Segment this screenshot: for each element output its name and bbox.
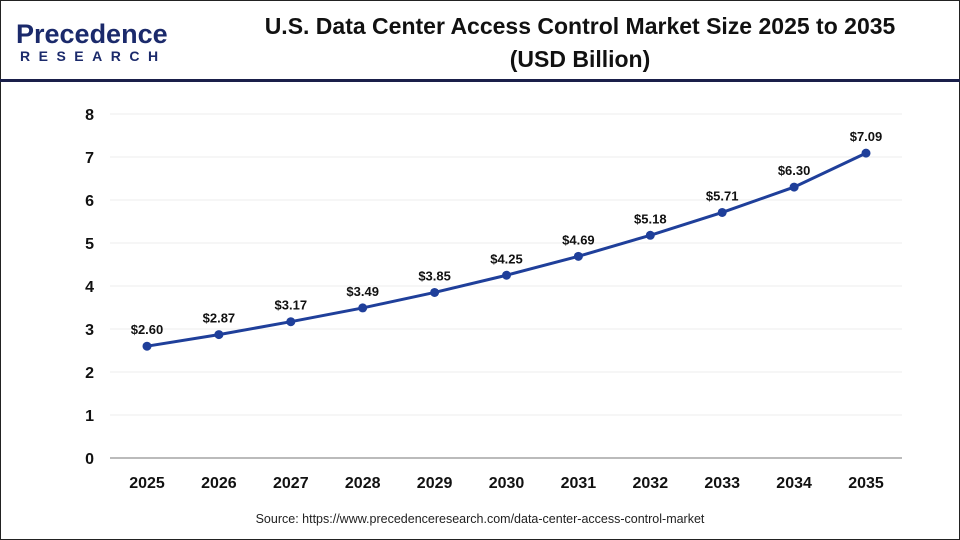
data-point xyxy=(645,230,655,240)
x-tick-label: 2031 xyxy=(561,475,597,492)
y-tick-label: 0 xyxy=(85,451,94,468)
data-label: $2.60 xyxy=(131,322,164,337)
title-line-1: U.S. Data Center Access Control Market S… xyxy=(264,13,896,39)
data-label: $4.25 xyxy=(490,251,523,266)
data-point xyxy=(502,270,511,280)
data-point xyxy=(430,287,440,297)
data-label: $4.69 xyxy=(562,232,595,247)
x-tick-label: 2025 xyxy=(129,475,165,492)
title-line-2: (USD Billion) xyxy=(509,46,651,72)
logo: Precedence RESEARCH xyxy=(16,20,168,64)
y-tick-label: 1 xyxy=(85,408,94,425)
data-label: $7.09 xyxy=(850,129,883,144)
data-point xyxy=(717,207,727,217)
y-tick-label: 3 xyxy=(85,322,94,339)
x-tick-label: 2033 xyxy=(704,475,740,492)
x-tick-label: 2026 xyxy=(201,475,237,492)
x-tick-label: 2030 xyxy=(489,475,525,492)
logo-subtitle: RESEARCH xyxy=(20,48,167,64)
x-tick-label: 2034 xyxy=(776,475,812,492)
y-tick-label: 2 xyxy=(85,365,94,382)
x-tick-label: 2027 xyxy=(273,475,309,492)
data-point xyxy=(789,182,799,192)
data-label: $6.30 xyxy=(778,163,811,178)
y-tick-label: 4 xyxy=(85,279,94,296)
logo-wordmark: Precedence xyxy=(16,19,168,49)
data-point xyxy=(358,303,368,313)
y-tick-label: 5 xyxy=(85,236,94,253)
header-divider xyxy=(0,79,960,82)
data-point xyxy=(573,251,583,261)
y-tick-label: 8 xyxy=(85,107,94,124)
series-line xyxy=(146,151,867,348)
y-tick-label: 7 xyxy=(85,150,94,167)
x-tick-label: 2028 xyxy=(345,475,381,492)
data-point xyxy=(861,148,871,158)
data-point xyxy=(214,330,224,340)
data-label: $5.71 xyxy=(706,188,739,203)
x-tick-label: 2035 xyxy=(848,475,884,492)
source-note: Source: https://www.precedenceresearch.c… xyxy=(255,512,705,526)
data-point xyxy=(286,317,296,327)
data-label: $2.87 xyxy=(203,311,236,326)
data-label: $3.49 xyxy=(346,284,379,299)
x-tick-label: 2029 xyxy=(417,475,453,492)
data-label: $5.18 xyxy=(634,211,667,226)
chart-title: U.S. Data Center Access Control Market S… xyxy=(215,10,945,76)
x-tick-label: 2032 xyxy=(633,475,669,492)
data-label: $3.85 xyxy=(418,268,451,283)
data-point xyxy=(142,341,152,351)
data-label: $3.17 xyxy=(275,298,308,313)
y-tick-label: 6 xyxy=(85,193,94,210)
